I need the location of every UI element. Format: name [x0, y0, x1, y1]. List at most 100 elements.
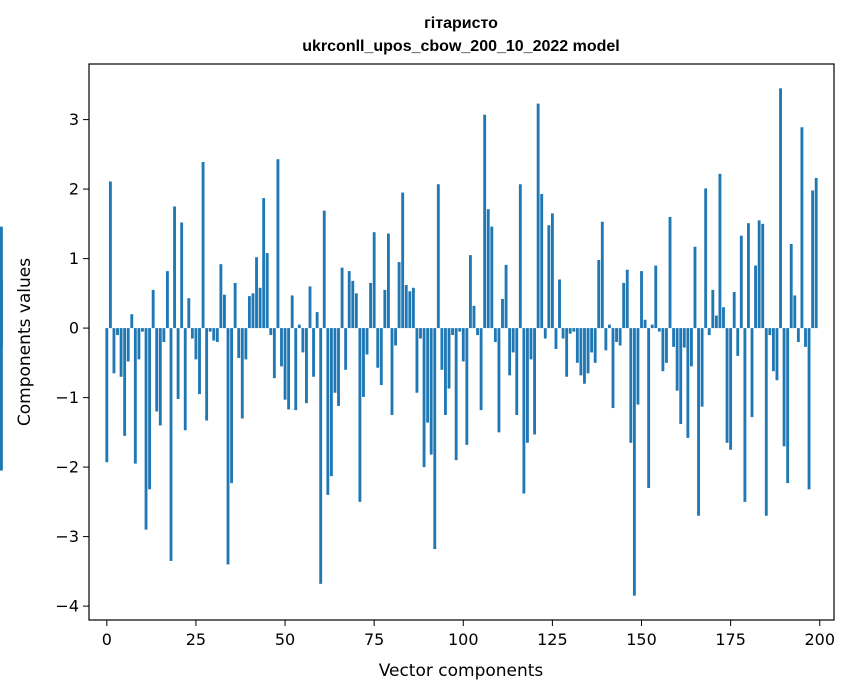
- x-tick-label: 0: [102, 630, 112, 649]
- bar-159: [672, 328, 676, 347]
- bar-131: [572, 328, 576, 332]
- bar-145: [622, 282, 626, 329]
- bar-185: [764, 328, 768, 516]
- bar-182: [754, 265, 757, 329]
- bar-87: [415, 328, 419, 393]
- bar-68: [347, 271, 351, 329]
- bar-164: [689, 328, 693, 367]
- y-axis-ticks: −4 −3 −2 −1 0 1 2 3: [55, 110, 89, 616]
- bar-167: [700, 328, 704, 407]
- bar-128: [561, 328, 565, 339]
- bar-66: [340, 267, 344, 329]
- bar-162: [682, 328, 686, 348]
- bar-125: [550, 213, 554, 329]
- bar-144: [618, 328, 622, 346]
- bar-91: [429, 328, 433, 455]
- bar-113: [508, 328, 512, 376]
- bar-102: [468, 255, 472, 329]
- bar-17: [166, 271, 169, 329]
- bar-168: [704, 188, 708, 329]
- bar-190: [782, 328, 786, 447]
- bar-63: [329, 328, 333, 477]
- bar-51: [287, 328, 291, 410]
- y-tick-label: −1: [55, 388, 79, 407]
- bar-7: [130, 314, 134, 329]
- chart-subtitle: ukrconll_upos_cbow_200_10_2022 model: [302, 38, 619, 55]
- x-tick-label: 75: [364, 630, 384, 649]
- bar-166: [697, 328, 700, 516]
- bar-157: [665, 328, 668, 363]
- y-tick-label: −2: [55, 458, 79, 477]
- bar-156: [661, 328, 665, 372]
- x-tick-label: 50: [275, 630, 295, 649]
- bar-15: [158, 328, 162, 426]
- bar-54: [297, 324, 301, 329]
- bar-114: [511, 328, 515, 353]
- bar-104: [476, 328, 479, 336]
- bar-112: [504, 264, 508, 329]
- bar-43: [258, 287, 262, 329]
- bar-35: [230, 328, 234, 484]
- bar-90: [426, 328, 430, 423]
- bar-21: [180, 222, 184, 329]
- bar-124: [547, 225, 551, 329]
- bar-81: [394, 328, 397, 346]
- bar-118: [526, 328, 529, 443]
- bar-101: [465, 328, 469, 445]
- x-tick-label: 125: [537, 630, 568, 649]
- y-tick-label: −4: [55, 597, 79, 616]
- bar-151: [643, 319, 647, 329]
- y-tick-label: −3: [55, 527, 79, 546]
- bar-110: [497, 328, 501, 433]
- bar-79: [387, 233, 390, 329]
- bar-5: [123, 328, 127, 436]
- bar-177: [736, 328, 740, 356]
- bar-195: [800, 127, 804, 329]
- bar-119: [529, 328, 533, 360]
- bar-192: [789, 244, 793, 329]
- bar-82: [397, 262, 401, 329]
- bar-71: [358, 328, 362, 502]
- bar-61: [322, 210, 326, 329]
- bar-193: [793, 295, 797, 329]
- bar-173: [722, 307, 725, 329]
- bar-137: [593, 328, 597, 363]
- bar-96: [447, 328, 451, 389]
- bar-175: [729, 328, 733, 450]
- bar-25: [194, 328, 198, 360]
- bar-123: [543, 328, 547, 339]
- bar-141: [608, 324, 611, 329]
- bar-53: [294, 328, 298, 411]
- bar-39: [244, 328, 248, 360]
- bar-30: [212, 328, 216, 341]
- bar-76: [376, 328, 380, 368]
- bar-48: [276, 159, 280, 329]
- bar-8: [133, 328, 137, 464]
- bar-179: [743, 328, 747, 502]
- bar-178: [739, 235, 743, 329]
- bar-56: [305, 328, 308, 404]
- x-tick-label: 25: [186, 630, 206, 649]
- y-tick-label: 2: [69, 180, 79, 199]
- bar-165: [693, 246, 697, 329]
- bar-32: [219, 264, 223, 329]
- x-tick-label: 150: [626, 630, 657, 649]
- bar-62: [326, 328, 330, 495]
- bar-115: [515, 328, 519, 415]
- bar-106: [483, 114, 487, 329]
- bar-142: [611, 328, 615, 409]
- bar-11: [144, 328, 148, 530]
- bar-149: [636, 328, 640, 405]
- bar-132: [575, 328, 579, 363]
- bar-100: [461, 328, 465, 362]
- x-axis-ticks: 0 25 50 75 100 125 150 175 200: [102, 620, 835, 649]
- bar-12: [148, 328, 152, 490]
- bar-29: [208, 328, 212, 332]
- bar-169: [707, 328, 711, 336]
- bar-161: [679, 328, 683, 425]
- x-axis-label: Vector components: [379, 661, 544, 681]
- bar-75: [372, 232, 376, 329]
- bar-183: [757, 220, 761, 329]
